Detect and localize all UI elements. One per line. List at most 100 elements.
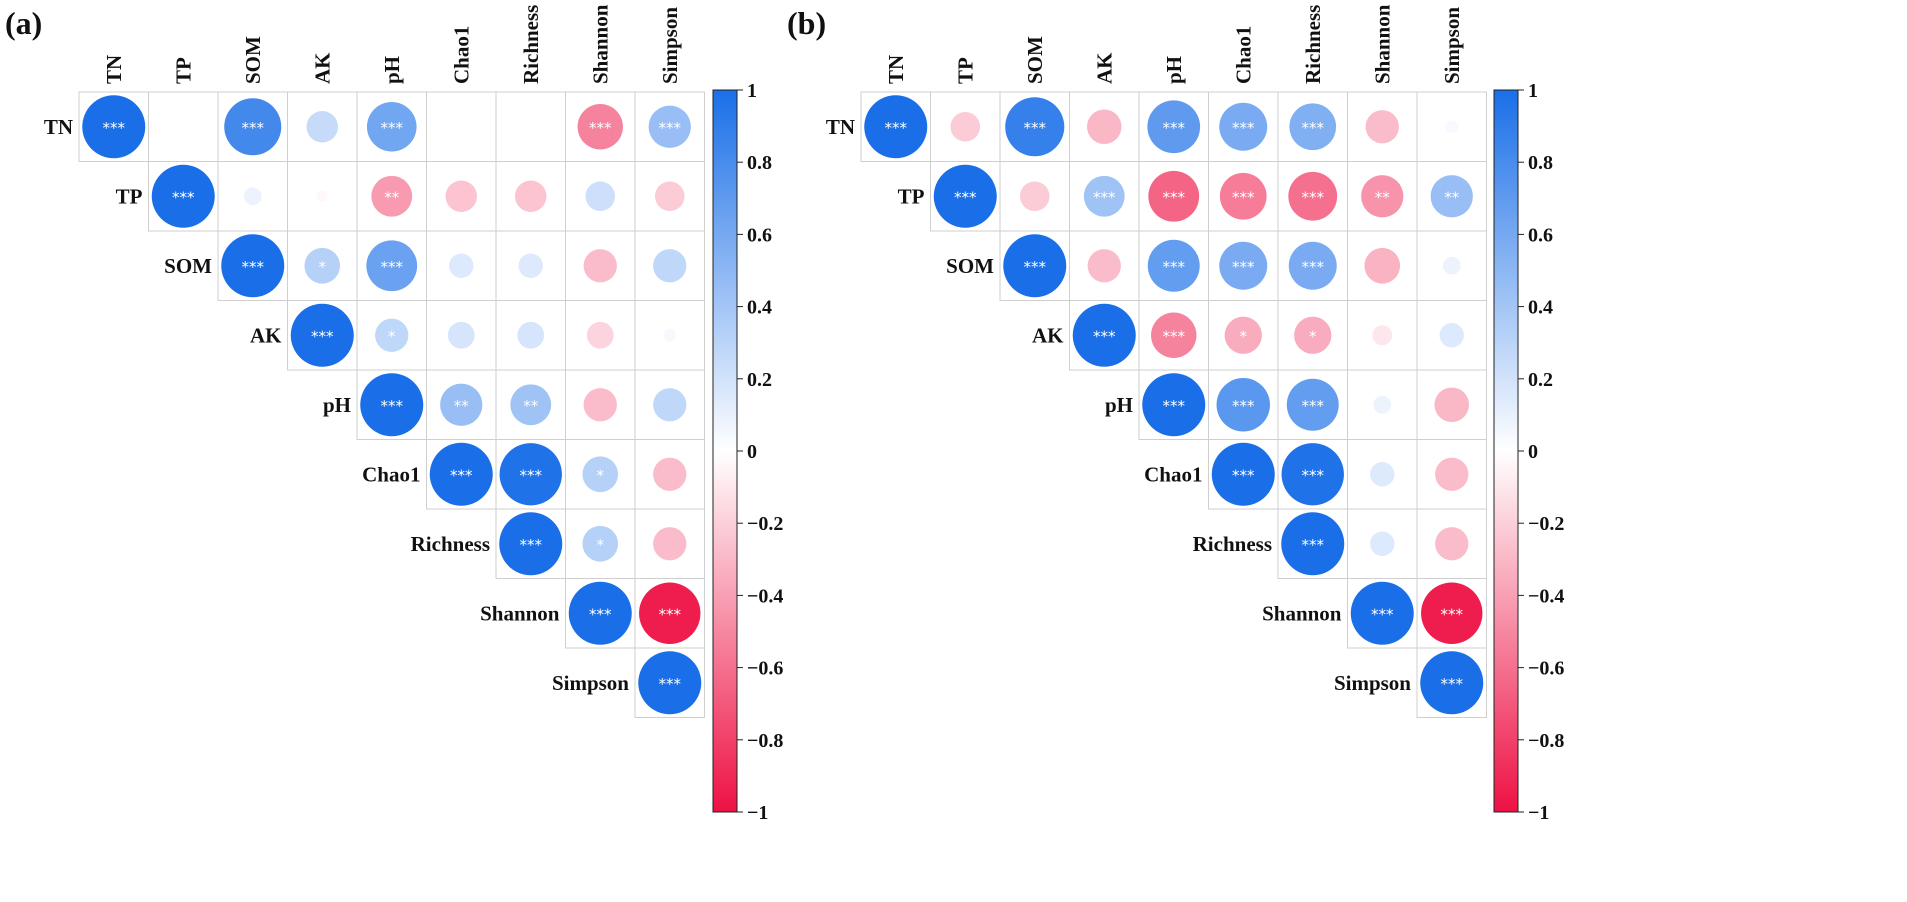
- correlation-circle: [653, 388, 687, 422]
- significance-stars: **: [384, 188, 400, 206]
- correlation-circle: [1148, 170, 1200, 222]
- correlation-circle: [583, 249, 617, 283]
- correlation-circle: [1442, 256, 1461, 275]
- significance-stars: ***: [1232, 397, 1255, 415]
- correlation-circle: [1439, 323, 1464, 348]
- significance-stars: **: [454, 397, 470, 415]
- correlation-circle: [360, 373, 424, 437]
- correlation-circle: [518, 253, 543, 278]
- significance-stars: ***: [520, 466, 543, 484]
- colorbar-tick-label: −0.2: [1528, 513, 1564, 535]
- correlation-circle: [243, 187, 262, 206]
- correlation-circle: [375, 318, 409, 352]
- column-label-chao1: Chao1: [1231, 26, 1255, 84]
- correlation-circle: [1151, 312, 1197, 358]
- correlation-circle: [447, 321, 475, 349]
- correlation-circle: [653, 249, 687, 283]
- column-label-simpson: Simpson: [658, 7, 682, 84]
- significance-stars: ***: [311, 327, 334, 345]
- significance-stars: ***: [381, 258, 404, 276]
- correlation-circle: [1420, 651, 1484, 715]
- correlation-circle: [1372, 325, 1393, 346]
- correlation-circle: [654, 181, 685, 212]
- matrix-cell: [1416, 647, 1487, 718]
- significance-stars: ***: [1163, 327, 1186, 345]
- significance-stars: *: [388, 327, 396, 345]
- colorbar-tick-label: 1: [747, 80, 757, 102]
- correlation-circle: [568, 581, 632, 645]
- correlation-circle: [1364, 247, 1401, 284]
- significance-stars: ***: [1302, 397, 1325, 415]
- correlation-circle: [1142, 373, 1206, 437]
- colorbar-tick-label: −1: [1528, 802, 1549, 824]
- correlation-circle: [583, 388, 617, 422]
- correlation-circle: [499, 512, 563, 576]
- significance-stars: ***: [520, 536, 543, 554]
- correlation-circle: [290, 303, 354, 367]
- significance-stars: ***: [1093, 327, 1116, 345]
- correlation-circle: [1211, 442, 1275, 506]
- column-label-ph: pH: [380, 56, 404, 84]
- correlation-circle: [445, 180, 477, 212]
- column-label-chao1: Chao1: [449, 26, 473, 84]
- correlation-circle: [653, 527, 687, 561]
- significance-stars: ***: [172, 188, 195, 206]
- column-label-richness: Richness: [1301, 5, 1325, 84]
- significance-stars: ***: [1024, 119, 1047, 137]
- row-label-shannon: Shannon: [480, 601, 560, 625]
- correlation-circle: [1365, 110, 1399, 144]
- correlation-circle: [1219, 241, 1268, 290]
- column-label-tp: TP: [171, 57, 195, 84]
- correlation-circle: [1370, 531, 1395, 556]
- colorbar-tick-label: 1: [1528, 80, 1538, 102]
- significance-stars: ***: [1163, 258, 1186, 276]
- matrix-cell: [426, 91, 497, 162]
- correlation-circle: [653, 457, 687, 491]
- colorbar: 1 0.8 0.6 0.4 0.2 0 −0.2 −0.4 −0.6 −0.8 −1: [1493, 80, 1564, 824]
- correlation-circle: [1003, 234, 1067, 298]
- correlation-circle: [1288, 171, 1338, 221]
- column-label-ph: pH: [1162, 56, 1186, 84]
- colorbar-tick-label: 0.4: [747, 297, 772, 319]
- row-label-shannon: Shannon: [1262, 601, 1342, 625]
- correlation-circle: [449, 253, 474, 278]
- row-label-richness: Richness: [1193, 532, 1272, 556]
- correlation-circle: [1219, 172, 1267, 220]
- correlation-circle: [371, 175, 413, 217]
- correlation-circle: [440, 383, 483, 426]
- significance-stars: ***: [381, 397, 404, 415]
- correlation-circle: [1086, 109, 1122, 145]
- significance-stars: *: [597, 466, 605, 484]
- significance-stars: *: [597, 536, 605, 554]
- correlation-circle: [950, 111, 981, 142]
- correlation-circle: [663, 328, 677, 342]
- column-label-tn: TN: [102, 55, 126, 84]
- correlation-circle: [1281, 512, 1345, 576]
- correlation-circle: [306, 111, 338, 143]
- colorbar-tick-label: 0.8: [1528, 152, 1553, 174]
- row-label-tp: TP: [116, 184, 143, 208]
- significance-stars: ***: [885, 119, 908, 137]
- row-label-ak: AK: [1032, 323, 1064, 347]
- significance-stars: ***: [659, 675, 682, 693]
- correlation-circle: [1281, 443, 1344, 506]
- colorbar: 1 0.8 0.6 0.4 0.2 0 −0.2 −0.4 −0.6 −0.8 −1: [712, 80, 783, 824]
- significance-stars: *: [1240, 327, 1248, 345]
- column-label-tn: TN: [884, 55, 908, 84]
- correlation-circle: [517, 321, 545, 349]
- column-label-tp: TP: [953, 57, 977, 84]
- colorbar-gradient: [1493, 89, 1519, 813]
- correlation-circle: [304, 247, 341, 284]
- significance-stars: ***: [1163, 397, 1186, 415]
- correlation-circle: [1361, 175, 1404, 218]
- colorbar-tick-label: −1: [747, 802, 768, 824]
- correlation-circle: [639, 582, 701, 644]
- significance-stars: ***: [1163, 188, 1186, 206]
- correlation-circle: [221, 234, 285, 298]
- column-label-shannon: Shannon: [588, 4, 612, 84]
- correlation-circle: [1147, 100, 1201, 154]
- correlation-circle: [1289, 103, 1337, 151]
- row-label-tn: TN: [44, 115, 73, 139]
- significance-stars: ***: [242, 258, 265, 276]
